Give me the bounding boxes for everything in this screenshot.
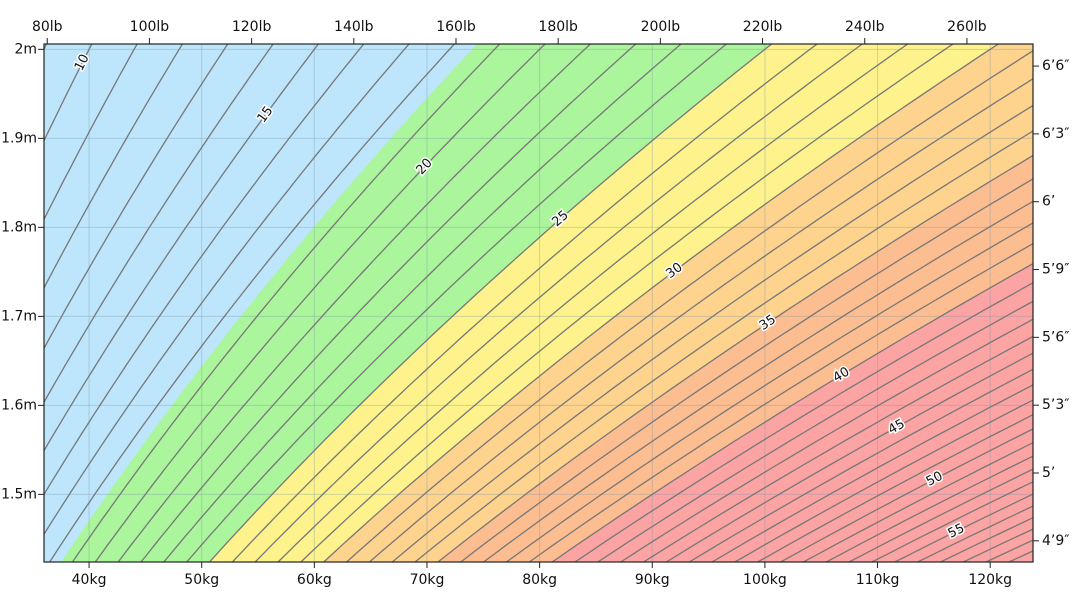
x-tick-label: 90kg <box>635 572 670 588</box>
y2-tick-label: 5’3″ <box>1042 397 1070 413</box>
contour-line <box>803 441 1033 562</box>
contour-line <box>506 222 1033 562</box>
contour-line <box>551 262 1033 562</box>
x-tick-label: 40kg <box>72 572 107 588</box>
contour-line <box>44 44 93 143</box>
contour-line <box>44 44 319 452</box>
contour-line <box>140 44 637 562</box>
x2-tick-label: 80lb <box>32 19 63 35</box>
contour-line <box>44 44 274 404</box>
contour-line <box>44 44 410 536</box>
contour-line <box>300 44 954 562</box>
y-tick-label: 1.6m <box>1 397 37 413</box>
contour-line <box>848 468 1033 562</box>
contour-line <box>414 130 1033 562</box>
x-tick-label: 50kg <box>184 572 219 588</box>
x-tick-label: 70kg <box>410 572 445 588</box>
contour-line <box>254 44 863 562</box>
contour-line <box>620 318 1033 562</box>
x2-tick-label: 160lb <box>436 19 476 35</box>
contours <box>44 44 1033 562</box>
contour-line <box>231 44 818 562</box>
y-tick-label: 1.7m <box>1 308 37 324</box>
x-tick-label: 110kg <box>856 572 900 588</box>
plot-frame <box>43 43 1034 563</box>
contour-line <box>44 44 365 496</box>
contour-line <box>574 282 1033 562</box>
y2-tick-label: 5’6″ <box>1042 329 1070 345</box>
contour-line <box>734 399 1033 562</box>
y2-tick-label: 4’9″ <box>1042 533 1070 549</box>
y2-tick-label: 5’9″ <box>1042 262 1070 278</box>
x2-tick-label: 220lb <box>743 19 783 35</box>
contour-line <box>209 44 773 562</box>
contour-line <box>757 413 1033 562</box>
contour-line <box>346 49 1033 562</box>
x2-tick-label: 120lb <box>232 19 272 35</box>
contour-line <box>163 44 682 562</box>
contour-line <box>391 104 1033 562</box>
contour-line <box>643 335 1033 562</box>
x-tick-label: 60kg <box>297 572 332 588</box>
x2-tick-label: 140lb <box>334 19 374 35</box>
x-tick-label: 80kg <box>522 572 557 588</box>
contour-line <box>186 44 727 562</box>
contour-line <box>1031 560 1033 562</box>
contour-line <box>44 44 47 51</box>
y2-tick-label: 6’6″ <box>1042 58 1070 74</box>
contour-line <box>460 178 1033 562</box>
y2-tick-label: 5’ <box>1042 465 1055 481</box>
x2-tick-label: 200lb <box>641 19 681 35</box>
contour-line <box>780 428 1033 562</box>
contour-line <box>368 77 1033 562</box>
contour-line <box>117 44 591 562</box>
y2-tick-label: 6’3″ <box>1042 126 1070 142</box>
contour-line <box>277 44 909 562</box>
y2-tick-label: 6’ <box>1042 194 1055 210</box>
contour-line <box>323 44 999 562</box>
contour-line <box>528 242 1033 562</box>
x2-tick-label: 260lb <box>947 19 987 35</box>
x-tick-label: 100kg <box>743 572 787 588</box>
contour-line <box>437 154 1033 562</box>
y-tick-label: 1.5m <box>1 486 37 502</box>
zone <box>552 263 1033 562</box>
contour-line <box>49 44 455 562</box>
contour-line <box>825 455 1033 562</box>
contour-line <box>94 44 546 562</box>
contour-line <box>711 384 1033 562</box>
axes: 40kg 50kg 60kg 70kg 80kg 90kg 100kg 110kg 120kg 8… <box>1 19 1069 588</box>
contour-line <box>597 300 1033 562</box>
x2-tick-label: 100lb <box>130 19 170 35</box>
contour-line <box>71 44 501 562</box>
y-tick-label: 1.8m <box>1 219 37 235</box>
contour-line <box>665 352 1033 562</box>
x2-tick-label: 240lb <box>845 19 885 35</box>
x2-tick-label: 180lb <box>538 19 578 35</box>
contour-line <box>483 200 1033 562</box>
contour-line <box>44 44 183 290</box>
x-tick-label: 120kg <box>968 572 1012 588</box>
y-tick-label: 1.9m <box>1 130 37 146</box>
y-tick-label: 2m <box>14 41 37 57</box>
contour-line <box>44 44 138 221</box>
contour-line <box>44 44 229 350</box>
contour-line <box>688 368 1033 562</box>
